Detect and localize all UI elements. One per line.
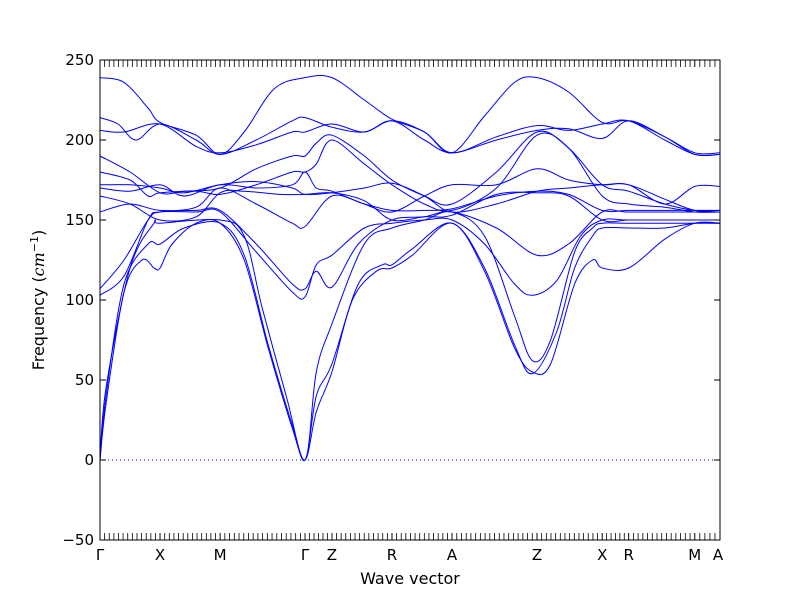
- x-tick-label: R: [387, 546, 397, 564]
- x-tick-label: A: [713, 546, 724, 564]
- y-tick-label: 50: [75, 371, 94, 389]
- y-tick-label: 150: [65, 211, 94, 229]
- y-axis: −50 0 50 100 150 200 250: [62, 51, 720, 549]
- x-tick-label: Z: [327, 546, 337, 564]
- phonon-branch-14: [99, 74, 721, 157]
- y-axis-title-suffix: ): [29, 230, 48, 236]
- y-tick-label: 0: [84, 451, 94, 469]
- phonon-branch-7: [99, 189, 720, 223]
- x-tick-label: M: [688, 546, 701, 564]
- phonon-branch-13: [99, 116, 721, 156]
- x-tick-label: Γ: [301, 546, 310, 564]
- y-tick-label: −50: [62, 531, 94, 549]
- y-tick-label: 200: [65, 131, 94, 149]
- x-tick-label: Z: [532, 546, 542, 564]
- y-axis-title-unit: cm: [29, 252, 48, 276]
- y-axis-title-prefix: Frequency (: [29, 276, 48, 370]
- phonon-branch-6: [99, 187, 720, 229]
- phonon-branch-3: [99, 210, 720, 461]
- x-tick-label: Γ: [96, 546, 105, 564]
- x-tick-label: M: [214, 546, 227, 564]
- x-tick-label: X: [155, 546, 165, 564]
- y-axis-title-exponent: −1: [28, 236, 41, 252]
- x-axis-title: Wave vector: [360, 569, 460, 588]
- y-axis-title: Frequency (cm−1): [28, 230, 49, 371]
- y-tick-label: 100: [65, 291, 94, 309]
- phonon-branch-11: [99, 130, 721, 212]
- phonon-branch-2: [99, 221, 721, 462]
- x-tick-label: X: [597, 546, 607, 564]
- x-tick-label: A: [447, 546, 458, 564]
- dispersion-curves: [99, 74, 721, 462]
- y-tick-label: 250: [65, 51, 94, 69]
- x-tick-label: R: [623, 546, 633, 564]
- phonon-branch-4: [99, 208, 720, 300]
